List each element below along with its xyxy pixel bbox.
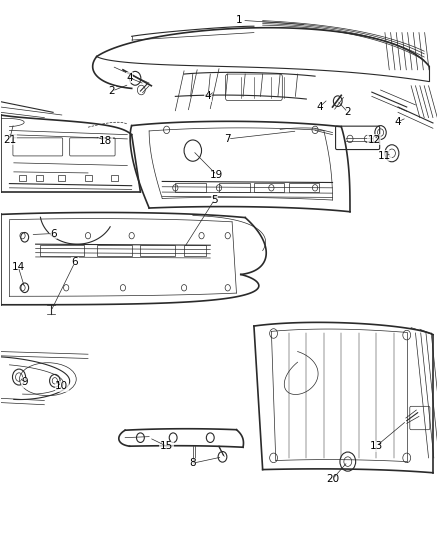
Text: 2: 2 [109, 86, 115, 96]
Bar [19, 175, 26, 181]
Text: 20: 20 [326, 474, 339, 484]
Text: 4: 4 [205, 91, 212, 101]
Text: 18: 18 [99, 135, 112, 146]
Bar [219, 182, 250, 192]
Text: 4: 4 [316, 102, 323, 112]
Text: 7: 7 [224, 134, 231, 144]
Bar [58, 175, 65, 181]
Bar [111, 175, 118, 181]
Text: 5: 5 [211, 195, 218, 205]
Text: 15: 15 [160, 441, 173, 451]
Text: 11: 11 [378, 151, 392, 161]
Bar [40, 245, 84, 256]
Text: 1: 1 [235, 15, 242, 26]
Text: 4: 4 [395, 117, 401, 127]
Text: 13: 13 [370, 441, 383, 451]
Bar [85, 175, 92, 181]
Bar [184, 245, 206, 256]
Bar [254, 182, 285, 192]
Text: 6: 6 [71, 257, 78, 267]
Bar [36, 175, 43, 181]
Bar [97, 245, 132, 256]
Text: 14: 14 [11, 262, 25, 271]
Text: 6: 6 [50, 229, 57, 239]
Text: 10: 10 [55, 381, 68, 391]
Text: 21: 21 [3, 135, 16, 145]
Text: 4: 4 [126, 73, 133, 83]
Bar [175, 182, 206, 192]
Bar [141, 245, 175, 256]
Text: 19: 19 [210, 170, 223, 180]
Bar [289, 182, 319, 192]
Text: 2: 2 [345, 107, 351, 117]
Text: 12: 12 [367, 135, 381, 145]
Text: 8: 8 [190, 458, 196, 468]
Text: 9: 9 [21, 377, 28, 387]
